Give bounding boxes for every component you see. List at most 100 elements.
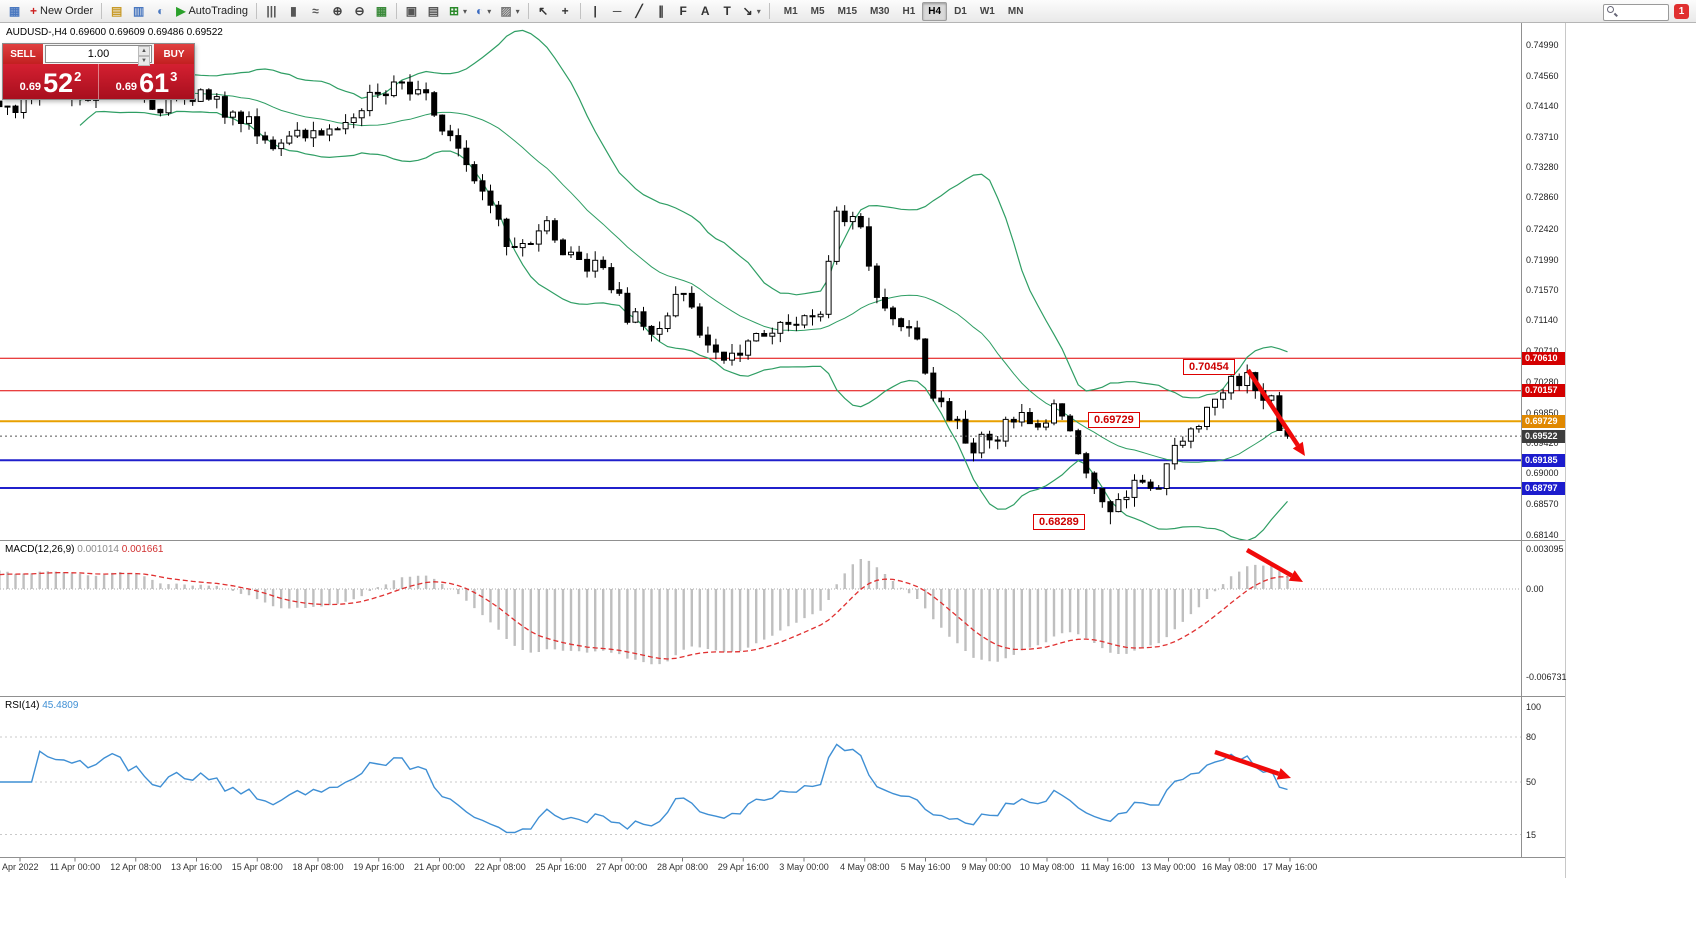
timeframe-button-M15[interactable]: M15 bbox=[837, 5, 858, 17]
trend-arrows[interactable] bbox=[1214, 368, 1305, 780]
scale-label: 0.68140 bbox=[1526, 529, 1559, 540]
chart-grid-icon: ▦ bbox=[8, 4, 21, 18]
channel-button[interactable]: ∥ bbox=[651, 2, 672, 21]
scale-label: 0.74140 bbox=[1526, 100, 1559, 111]
time-axis-label: 3 May 00:00 bbox=[779, 862, 829, 872]
fibonacci-button[interactable]: F bbox=[673, 2, 694, 21]
timeframe-button-H4[interactable]: H4 bbox=[922, 1, 948, 21]
toolbar-separator bbox=[579, 3, 581, 19]
vertical-line-button[interactable]: | bbox=[585, 2, 606, 21]
zoom-out-button[interactable]: ⊖ bbox=[349, 2, 370, 21]
time-axis[interactable]: Apr 2022 11 Apr 00:00 12 Apr 08:00 13 Apr 1… bbox=[0, 858, 1565, 878]
new-chart-icon: ⊞ bbox=[448, 4, 460, 18]
templates-button[interactable]: ▨ ▾ bbox=[496, 2, 523, 21]
scale-label: 0.71570 bbox=[1526, 284, 1559, 295]
volume-stepper[interactable]: 1.00 ▲ ▼ bbox=[45, 45, 152, 66]
new-order-button[interactable]: + New Order bbox=[26, 2, 97, 21]
price-tag: 0.69522 bbox=[1522, 429, 1565, 443]
toolbar-separator bbox=[255, 3, 257, 19]
arrows-button[interactable]: ↘ ▾ bbox=[739, 2, 765, 21]
timeframe-button-D1[interactable]: D1 bbox=[954, 5, 967, 17]
timeframe-button-M30[interactable]: M30 bbox=[870, 5, 890, 17]
scale-label: 0.73710 bbox=[1526, 131, 1559, 142]
scale-label: 0.003095 bbox=[1526, 543, 1564, 554]
chart-shift-button[interactable]: ▤ bbox=[423, 2, 444, 21]
line-chart-icon: ≈ bbox=[312, 4, 319, 18]
time-axis-label: 13 May 00:00 bbox=[1141, 862, 1196, 872]
sell-button[interactable]: SELL bbox=[3, 44, 43, 64]
timeframe-button-W1[interactable]: W1 bbox=[979, 5, 995, 17]
sell-price-big: 52 bbox=[43, 68, 74, 98]
volume-down-icon[interactable]: ▼ bbox=[138, 56, 150, 66]
line-chart-button[interactable]: ≈ bbox=[305, 2, 326, 21]
text-button[interactable]: A bbox=[695, 2, 716, 21]
volume-value: 1.00 bbox=[87, 48, 110, 60]
toolbar-separator bbox=[527, 3, 529, 19]
time-axis-label: 27 Apr 00:00 bbox=[596, 862, 648, 872]
zoom-in-button[interactable]: ⊕ bbox=[327, 2, 348, 21]
toolbar-buttons: ▦ + New Order ▤ ▥ ◐ ▶ AutoTrading ||| ▮ ≈ ⊕ ⊖ ▦ ▣ ▤ ⊞ ▾ ◐ ▾… bbox=[4, 2, 773, 21]
timeframe-button-M1[interactable]: M1 bbox=[783, 5, 798, 17]
dropdown-arrow-icon: ▾ bbox=[515, 6, 520, 16]
chart-window-button[interactable]: ▦ bbox=[4, 2, 25, 21]
volume-up-icon[interactable]: ▲ bbox=[138, 46, 150, 56]
price-callout[interactable]: 0.70454 bbox=[1183, 359, 1235, 375]
chart-cycle-icon: ◐ bbox=[476, 4, 484, 18]
new-chart-button[interactable]: ⊞ ▾ bbox=[445, 2, 471, 21]
navigator-button[interactable]: ◐ bbox=[150, 2, 171, 21]
crosshair-button[interactable]: + bbox=[555, 2, 576, 21]
cursor-button[interactable]: ↖ bbox=[533, 2, 554, 21]
horizontal-line-button[interactable]: ─ bbox=[607, 2, 628, 21]
scale-label: 0.69420 bbox=[1526, 438, 1559, 449]
trendline-button[interactable]: ╱ bbox=[629, 2, 650, 21]
sell-price-display[interactable]: 0.69 52 2 bbox=[3, 64, 98, 99]
toolbar-separator bbox=[101, 3, 103, 19]
chart-cycle-button[interactable]: ◐ ▾ bbox=[472, 2, 495, 21]
candlestick-chart-icon: ▮ bbox=[290, 4, 297, 18]
timeframe-button-MN[interactable]: MN bbox=[1007, 5, 1024, 17]
timeframe-button-H1[interactable]: H1 bbox=[902, 5, 916, 17]
price-tag: 0.70610 bbox=[1522, 351, 1565, 365]
search-input[interactable] bbox=[1603, 3, 1669, 21]
scale-label: 0.71990 bbox=[1526, 254, 1559, 265]
sell-price-prefix: 0.69 bbox=[19, 81, 42, 93]
scale-label: 0.71140 bbox=[1526, 315, 1558, 326]
volume-spinner: ▲ ▼ bbox=[138, 46, 150, 66]
autotrading-button-label: AutoTrading bbox=[188, 5, 248, 17]
buy-price-display[interactable]: 0.69 61 3 bbox=[99, 64, 194, 99]
scale-label: 0.68570 bbox=[1526, 499, 1559, 510]
price-scale[interactable]: 0.74990 0.74560 0.74140 0.73710 0.73280 0.728… bbox=[1522, 23, 1567, 878]
market-watch-button[interactable]: ▥ bbox=[128, 2, 149, 21]
price-divider bbox=[98, 64, 99, 99]
time-axis-label: 16 May 08:00 bbox=[1201, 862, 1257, 872]
price-callout[interactable]: 0.68289 bbox=[1033, 514, 1085, 530]
price-callout[interactable]: 0.69729 bbox=[1088, 412, 1140, 428]
auto-scroll-icon: ▣ bbox=[405, 4, 418, 18]
scale-label: 0.72860 bbox=[1526, 192, 1559, 203]
toolbar-separator bbox=[395, 3, 397, 19]
bar-chart-button[interactable]: ||| bbox=[261, 2, 282, 21]
scale-label: 0.00 bbox=[1526, 584, 1544, 594]
toolbar-right: 1 bbox=[1603, 2, 1692, 21]
label-button[interactable]: T bbox=[717, 2, 738, 21]
main-chart-layer bbox=[0, 29, 1521, 540]
time-axis-label: 17 May 16:00 bbox=[1262, 862, 1318, 872]
candlestick-chart-button[interactable]: ▮ bbox=[283, 2, 304, 21]
market-watch-icon: ▥ bbox=[133, 4, 145, 18]
autotrading-play-icon: ▶ bbox=[176, 4, 186, 18]
profiles-icon: ▤ bbox=[111, 4, 123, 18]
trade-buttons-row: SELL 1.00 ▲ ▼ BUY bbox=[3, 44, 194, 66]
scale-label: 0.69850 bbox=[1526, 407, 1559, 418]
notification-badge[interactable]: 1 bbox=[1674, 3, 1689, 19]
channel-icon: ∥ bbox=[658, 4, 665, 18]
auto-scroll-button[interactable]: ▣ bbox=[401, 2, 422, 21]
tile-windows-button[interactable]: ▦ bbox=[371, 2, 392, 21]
buy-button[interactable]: BUY bbox=[154, 44, 194, 64]
autotrading-button[interactable]: ▶ AutoTrading bbox=[172, 2, 252, 21]
timeframe-button-M5[interactable]: M5 bbox=[810, 5, 825, 17]
text-icon: A bbox=[700, 4, 710, 18]
time-axis-label: 18 Apr 08:00 bbox=[292, 862, 344, 872]
profiles-button[interactable]: ▤ bbox=[106, 2, 127, 21]
